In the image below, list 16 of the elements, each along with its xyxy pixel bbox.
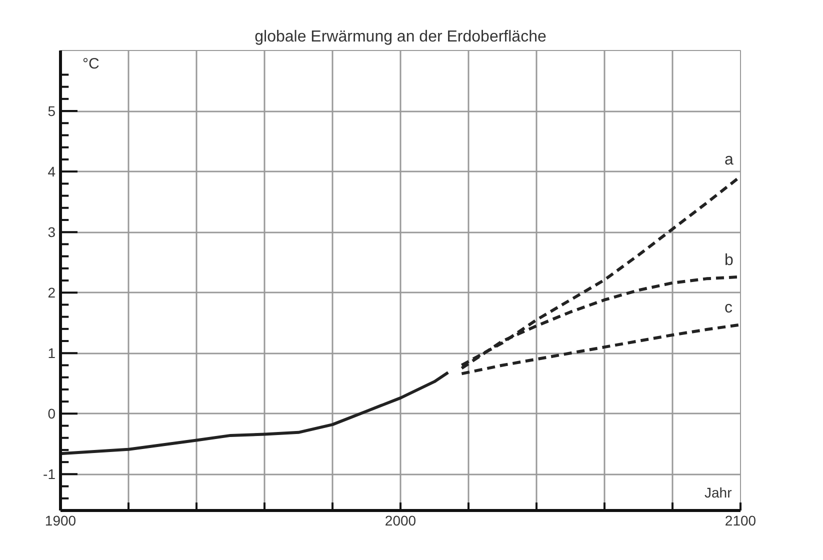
y-tick-label: 4 <box>48 164 56 180</box>
y-tick-label: 2 <box>48 284 56 301</box>
y-axis-title: °C <box>82 56 100 72</box>
series-label: c <box>724 300 732 317</box>
y-tick-label: 1 <box>48 345 56 362</box>
y-tick-label: 0 <box>48 406 56 422</box>
y-tick-label: -1 <box>43 466 56 482</box>
x-tick-label: 1900 <box>44 512 76 528</box>
chart-title: globale Erwärmung an der Erdoberfläche <box>254 28 546 46</box>
y-tick-label: 3 <box>48 224 56 240</box>
x-axis-title: Jahr <box>704 484 732 500</box>
x-tick-label: 2000 <box>384 512 416 528</box>
x-tick-label: 2100 <box>724 512 756 528</box>
series-label: b <box>724 252 734 269</box>
y-tick-label: 5 <box>48 103 56 120</box>
series-label: a <box>724 151 734 168</box>
